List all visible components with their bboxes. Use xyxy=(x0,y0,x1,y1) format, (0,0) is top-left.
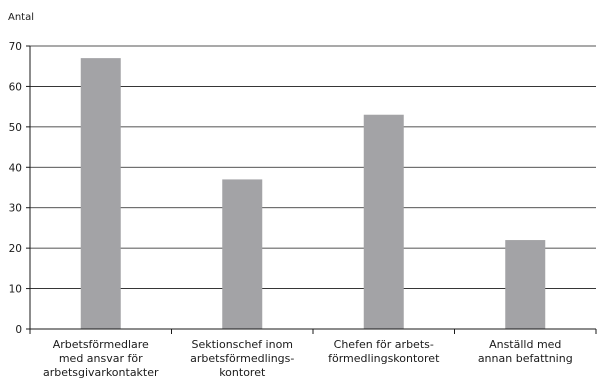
y-tick-label-20: 20 xyxy=(9,243,22,255)
gridlines xyxy=(30,45,596,289)
y-tick-label-70: 70 xyxy=(9,41,22,53)
bars xyxy=(80,58,546,329)
y-tick-label-60: 60 xyxy=(9,81,22,93)
x-category-labels: Arbetsförmedlare med ansvar för arbetsgiva… xyxy=(43,338,573,379)
bar-2 xyxy=(222,179,263,329)
bar-3 xyxy=(363,114,404,329)
y-tick-labels: 0 10 20 30 40 50 60 70 xyxy=(9,41,22,336)
y-tick-label-50: 50 xyxy=(9,122,22,134)
x-category-label-2: Sektionschef inom arbetsförmedlings-konto… xyxy=(190,338,294,379)
y-tick-label-0: 0 xyxy=(15,324,22,336)
x-category-label-4: Anställd med annan befattning xyxy=(478,338,573,365)
bar-4 xyxy=(505,240,546,329)
y-axis-title: Antal xyxy=(8,12,34,23)
bar-1 xyxy=(80,58,121,329)
y-tick-label-40: 40 xyxy=(9,162,22,174)
axes xyxy=(26,45,597,334)
x-category-label-1: Arbetsförmedlare med ansvar för arbetsgiva… xyxy=(43,338,159,379)
y-tick-label-10: 10 xyxy=(9,284,22,296)
y-tick-label-30: 30 xyxy=(9,203,22,215)
x-category-label-3: Chefen för arbets-förmedlingskontoret xyxy=(328,338,440,365)
